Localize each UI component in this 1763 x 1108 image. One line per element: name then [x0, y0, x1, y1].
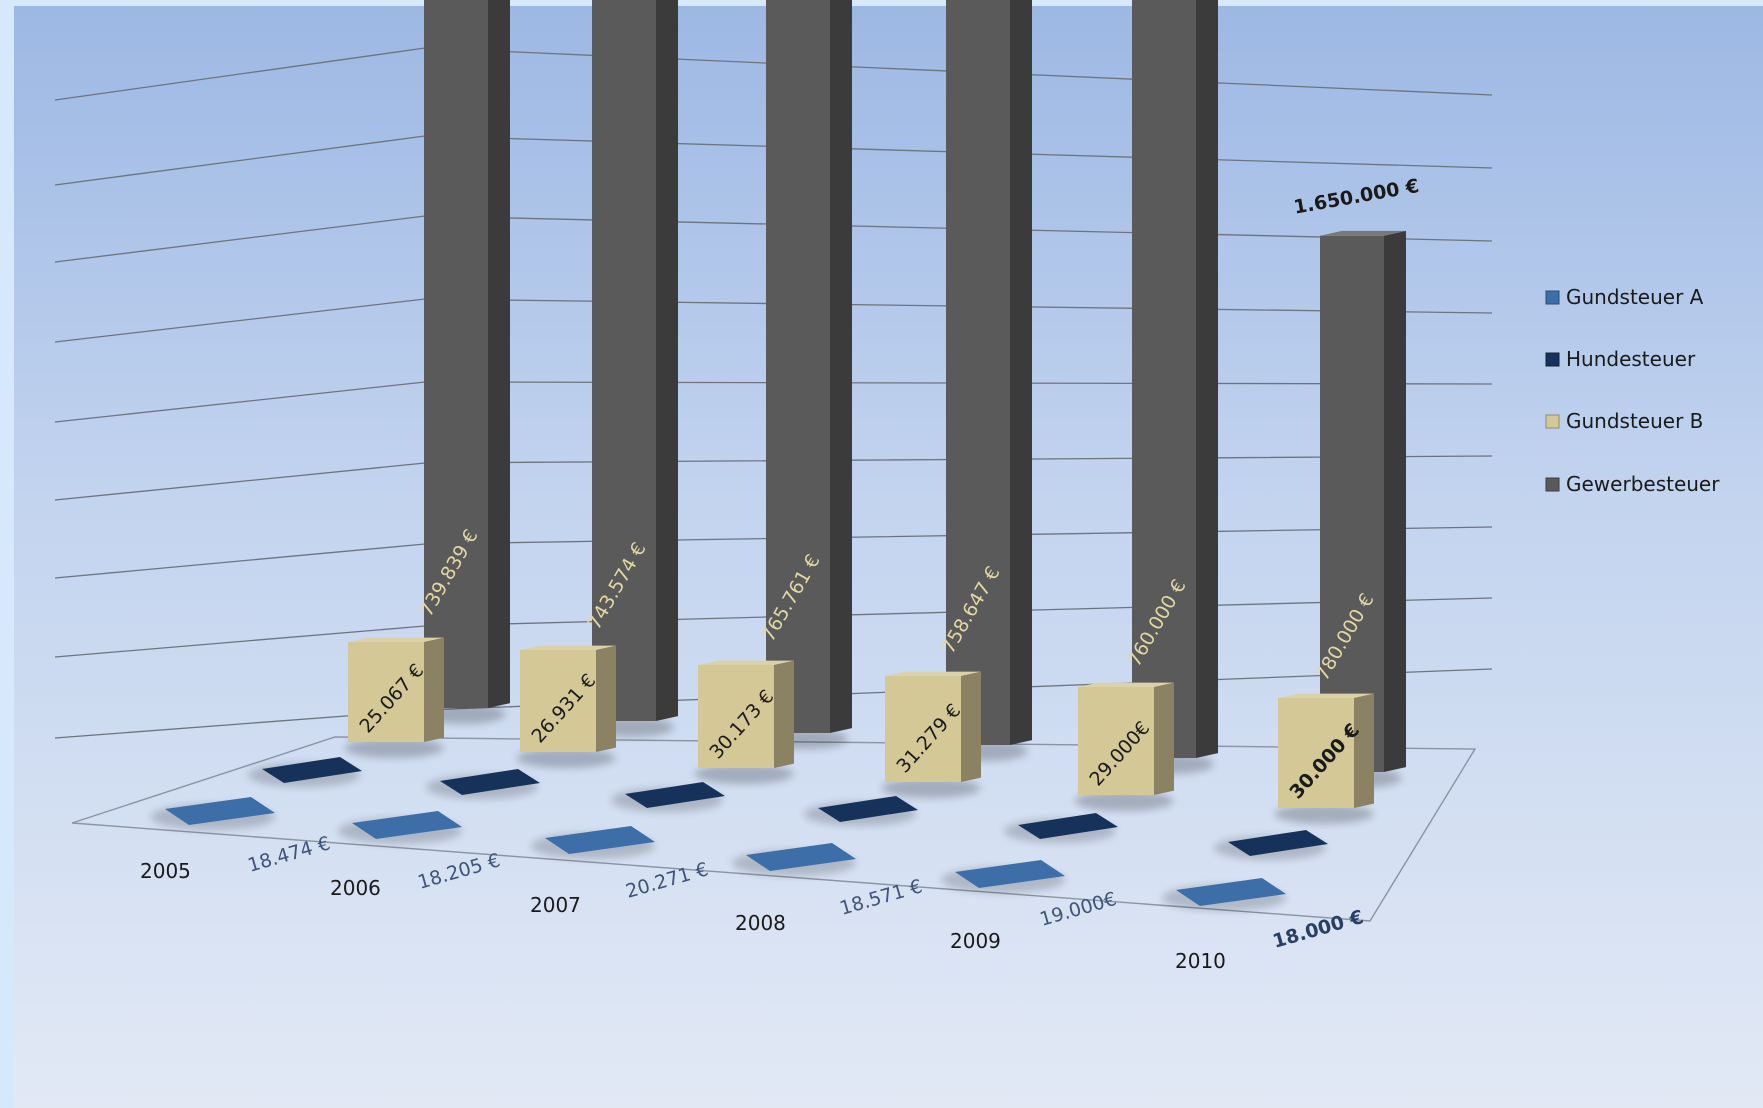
bar-gewerbesteuer-2005-front: [424, 0, 488, 708]
bar-gundsteuer-b-2010-top: [1278, 693, 1374, 698]
bar-gundsteuer-b-2006-side: [596, 645, 616, 752]
bar-gewerbesteuer-2008-side: [1010, 0, 1032, 745]
bar-gundsteuer-b-2006-front: [520, 650, 596, 752]
bar-gundsteuer-b-2008: [881, 671, 981, 798]
tile-gundsteuer-a-2007: [545, 826, 655, 854]
bar-gewerbesteuer-2007-front: [766, 0, 830, 733]
legend-swatch: [1545, 414, 1560, 429]
bar-gundsteuer-b-2006-shadow: [516, 748, 616, 768]
x-tick-label-2009: 2009: [950, 929, 1001, 953]
bar-gewerbesteuer-2010-top: [1320, 230, 1406, 236]
legend-label: Gundsteuer A: [1566, 285, 1704, 309]
x-tick-label-2008: 2008: [735, 911, 786, 935]
bar-gundsteuer-b-2005-shadow: [344, 738, 444, 758]
legend-swatch: [1545, 352, 1560, 367]
tile-hundesteuer-2009: [1018, 813, 1118, 839]
tile-hundesteuer-2006: [440, 769, 540, 795]
bar-gewerbesteuer-2010-front: [1320, 235, 1384, 772]
floor-outline: [71, 736, 1477, 922]
bar-gundsteuer-b-2009: [1074, 682, 1174, 811]
bar-gundsteuer-b-2008-side: [961, 671, 981, 782]
tile-hundesteuer-2007: [625, 782, 725, 808]
bar-gewerbesteuer-2005-side: [488, 0, 510, 708]
bar-gundsteuer-b-2010-front: [1278, 698, 1354, 808]
x-axis-labels: 2005 2006 2007 2008 2009 2010: [140, 859, 1226, 973]
legend-swatch: [1545, 290, 1560, 305]
bar-gundsteuer-b-2006-top: [520, 645, 616, 650]
bar-gundsteuer-b-2010-shadow: [1274, 804, 1374, 824]
tile-hundesteuer-2005: [262, 757, 362, 783]
legend: Gundsteuer A Hundesteuer Gundsteuer B Gewer…: [1545, 285, 1720, 496]
tile-gundsteuer-a-2009: [955, 860, 1065, 888]
bar-gewerbesteuer-2009-side: [1196, 0, 1218, 758]
bar-gundsteuer-b-2008-top: [885, 671, 981, 676]
legend-label: Hundesteuer: [1566, 347, 1696, 371]
tile-hundesteuer-2008: [818, 796, 918, 822]
bars: [151, 0, 1406, 911]
bar-gundsteuer-b-2006: [516, 645, 616, 768]
tile-gundsteuer-a-2006: [352, 811, 462, 839]
bar-gundsteuer-b-2009-shadow: [1074, 791, 1174, 811]
bar-gewerbesteuer-2006-front: [592, 0, 656, 721]
bar-gewerbesteuer-2007: [764, 0, 852, 749]
bar-gundsteuer-b-2009-front: [1078, 687, 1154, 795]
bar-gundsteuer-b-2010: [1274, 693, 1374, 824]
tile-gundsteuer-a-2008: [746, 843, 856, 871]
tile-hundesteuer-2010: [1228, 830, 1328, 856]
bar-gewerbesteuer-2010: [1318, 230, 1406, 788]
bar-gewerbesteuer-2006-side: [656, 0, 678, 721]
bar-gewerbesteuer-2007-side: [830, 0, 852, 733]
bar-gundsteuer-b-2007-top: [698, 660, 794, 665]
x-tick-label-2006: 2006: [330, 876, 381, 900]
tile-gundsteuer-a-2005: [165, 797, 275, 825]
bar-gundsteuer-b-2005-top: [348, 637, 444, 642]
x-tick-label-2005: 2005: [140, 859, 191, 883]
floor: [71, 736, 1477, 922]
chart-background: [14, 6, 1763, 1108]
tile-gundsteuer-a-2010: [1176, 878, 1286, 906]
legend-label: Gewerbesteuer: [1566, 472, 1720, 496]
bar-gundsteuer-b-2008-front: [885, 676, 961, 782]
bar-gundsteuer-b-2007-front: [698, 665, 774, 768]
bar-gewerbesteuer-2010-side: [1384, 230, 1406, 772]
bar-gundsteuer-b-2005-front: [348, 642, 424, 742]
x-tick-label-2010: 2010: [1175, 949, 1226, 973]
bar-gundsteuer-b-2010-side: [1354, 693, 1374, 808]
bar-gewerbesteuer-2008-front: [946, 0, 1010, 745]
bar-gundsteuer-b-2009-side: [1154, 682, 1174, 795]
legend-label: Gundsteuer B: [1566, 409, 1703, 433]
bar-gundsteuer-b-2005-side: [424, 637, 444, 742]
legend-swatch: [1545, 477, 1560, 492]
bar-gewerbesteuer-2006: [590, 0, 678, 737]
bar-gundsteuer-b-2008-shadow: [881, 778, 981, 798]
bar-gundsteuer-b-2007-shadow: [694, 764, 794, 784]
bar-gundsteuer-b-2005: [344, 637, 444, 758]
bar-gundsteuer-b-2009-top: [1078, 682, 1174, 687]
bar-gewerbesteuer-2009-front: [1132, 0, 1196, 758]
bar-gundsteuer-b-2007: [694, 660, 794, 784]
bar-gundsteuer-b-2007-side: [774, 660, 794, 768]
x-tick-label-2007: 2007: [530, 893, 581, 917]
